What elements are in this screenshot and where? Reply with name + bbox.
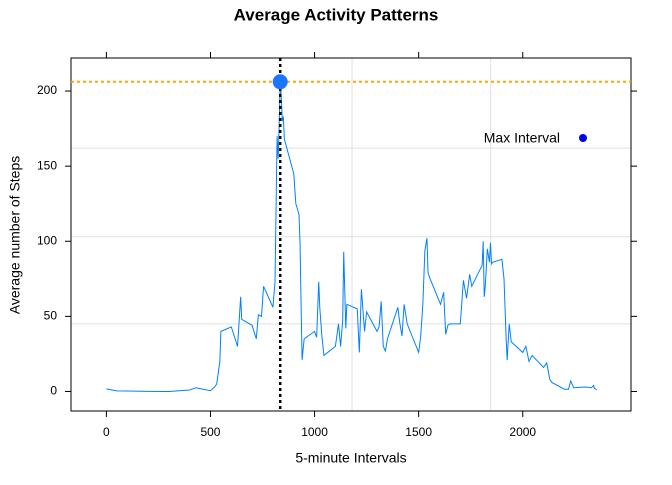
y-tick-label: 200 — [37, 83, 57, 97]
x-tick-label: 1500 — [405, 425, 432, 439]
x-tick-label: 1000 — [301, 425, 328, 439]
max-point — [272, 74, 288, 90]
x-tick-label: 2000 — [509, 425, 536, 439]
plot-frame — [70, 57, 632, 412]
y-tick-label: 150 — [37, 158, 57, 172]
x-tick-label: 500 — [200, 425, 220, 439]
x-axis-label: 5-minute Intervals — [295, 450, 406, 466]
chart-title: Average Activity Patterns — [234, 5, 439, 24]
annotation-dot — [579, 134, 587, 142]
y-tick-label: 0 — [50, 384, 57, 398]
data-line — [106, 81, 597, 392]
y-tick-label: 100 — [37, 233, 57, 247]
x-tick-label: 0 — [103, 425, 110, 439]
annotation: Max Interval — [484, 130, 560, 146]
y-axis-label: Average number of Steps — [7, 156, 23, 315]
y-tick-label: 50 — [44, 309, 58, 323]
